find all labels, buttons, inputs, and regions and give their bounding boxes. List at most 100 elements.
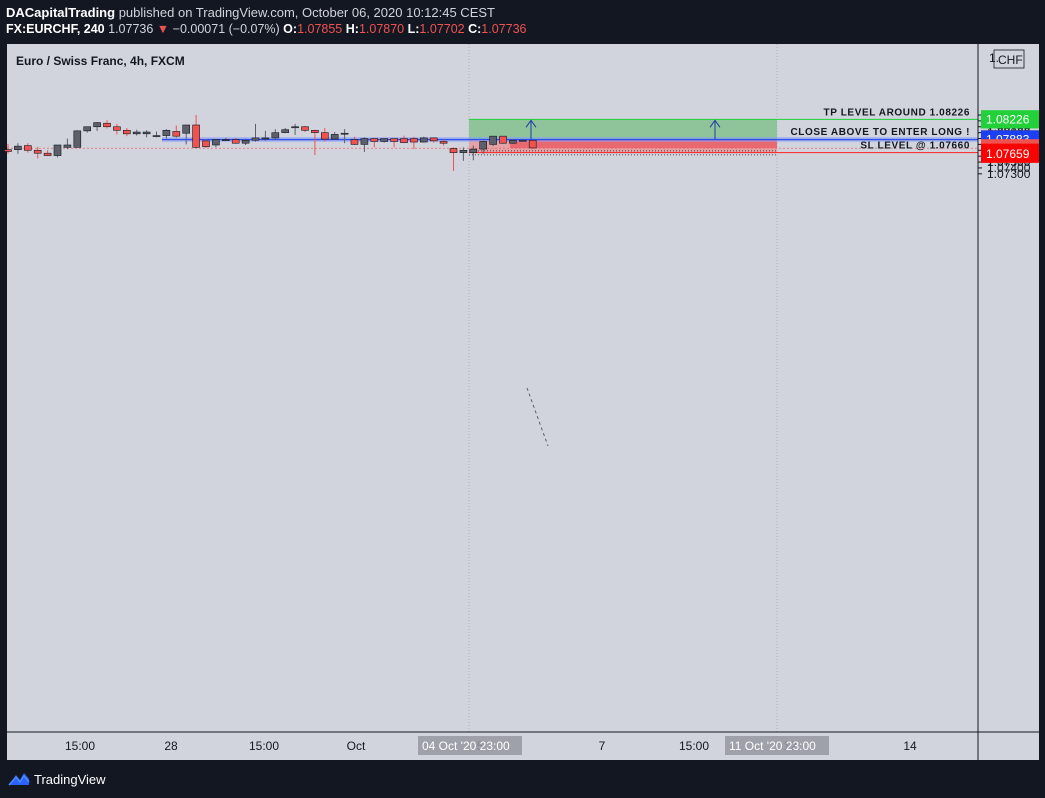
candle-body [43, 152, 52, 156]
candle [261, 130, 270, 141]
symbol-label: FX:EURCHF, 240 [6, 22, 105, 36]
tradingview-logo-icon [8, 773, 30, 786]
candle [73, 130, 82, 148]
candle-body [291, 126, 299, 129]
x-tick-label: 14 [903, 739, 917, 753]
x-tick-label: 15:00 [249, 739, 279, 753]
candle [23, 143, 32, 153]
projection-line [526, 387, 549, 447]
candle-body [311, 129, 319, 133]
candle [162, 129, 171, 139]
candle [241, 138, 250, 145]
candle [103, 120, 111, 129]
candle-body [23, 145, 32, 151]
sl-zone-active [510, 139, 777, 149]
candle-body [132, 131, 141, 135]
candle-body [63, 144, 72, 148]
candle-body [528, 139, 537, 149]
candle-body [390, 138, 398, 142]
candle [439, 139, 448, 146]
candle [509, 139, 517, 144]
candle-body [271, 132, 280, 139]
candle [528, 139, 537, 150]
candle [449, 147, 458, 171]
candle [14, 143, 22, 154]
candle-body [83, 126, 91, 132]
y-tick-label: 1.07300 [987, 167, 1031, 181]
candle-body [360, 138, 369, 145]
candle [459, 147, 468, 161]
candle-body [410, 138, 418, 143]
candle [410, 136, 418, 150]
currency-box[interactable] [993, 49, 1025, 69]
candle-body [429, 137, 438, 142]
candle-body [53, 144, 62, 156]
candle [212, 139, 220, 148]
drawings: TP LEVEL AROUND 1.08226 CLOSE ABOVE TO EN… [525, 107, 970, 447]
grid-lines [468, 44, 778, 732]
tp-zone [469, 119, 777, 140]
candle [518, 139, 527, 142]
candle [301, 126, 309, 133]
chart-background [7, 44, 1039, 760]
x-tick-label: 7 [599, 739, 606, 753]
candle [123, 127, 131, 137]
candle-body [182, 124, 190, 134]
candle [469, 145, 478, 161]
candle [360, 137, 369, 153]
candle [172, 125, 181, 138]
candle-body [222, 139, 230, 141]
candle-body [469, 148, 478, 153]
candle [479, 140, 488, 154]
candle-body [320, 132, 329, 140]
down-arrow-icon: ▼ [156, 22, 170, 36]
candle [400, 135, 408, 144]
candle-body [419, 137, 428, 143]
level-annotation: SL LEVEL @ 1.07660 [860, 141, 970, 152]
candle [291, 123, 299, 135]
footer-brand[interactable]: TradingView [34, 772, 106, 787]
axis-top-partial-label: 1. [989, 51, 999, 65]
candle-body [489, 135, 497, 145]
publisher-name[interactable]: DACapitalTrading [6, 5, 116, 20]
close-value: 1.07736 [481, 22, 527, 36]
candle [4, 143, 12, 154]
candle [429, 137, 438, 143]
candle [192, 115, 200, 149]
candle [222, 137, 230, 141]
candle-body [172, 131, 181, 137]
candle-body [73, 130, 82, 148]
arrow-up-icon [709, 119, 721, 128]
date-highlight-box [725, 736, 829, 755]
candle [83, 126, 91, 133]
level-annotation: CLOSE ABOVE TO ENTER LONG ! [790, 127, 970, 138]
candle-body [113, 126, 121, 131]
candle [182, 124, 190, 145]
open-value: 1.07855 [297, 22, 343, 36]
price-badge-label: 1.07659 [986, 147, 1030, 161]
candle-body [212, 139, 220, 146]
symbol-info: FX:EURCHF, 240 1.07736 ▼ −0.00071 (−0.07… [6, 22, 526, 36]
level-annotation: TP LEVEL AROUND 1.08226 [824, 107, 970, 118]
candle-body [518, 139, 527, 142]
candles [4, 115, 537, 171]
last-price: 1.07736 [108, 22, 154, 36]
candle-body [301, 126, 309, 131]
candle-body [261, 137, 270, 140]
low-label: L: [407, 22, 420, 36]
candle [380, 138, 389, 143]
candle-body [400, 138, 408, 143]
candle [113, 123, 121, 135]
publish-info: DACapitalTrading published on TradingVie… [6, 5, 495, 20]
candle [202, 139, 210, 148]
candle-body [192, 124, 200, 148]
arrow-up-icon [525, 119, 537, 128]
candle [370, 137, 379, 148]
chart-header: DACapitalTrading published on TradingVie… [0, 0, 1045, 44]
currency-label: CHF [998, 53, 1023, 67]
candle-body [231, 139, 240, 144]
price-badge-label: 1.08226 [986, 112, 1030, 126]
publish-text: published on TradingView.com, October 06… [118, 5, 495, 20]
candle-body [142, 131, 151, 135]
